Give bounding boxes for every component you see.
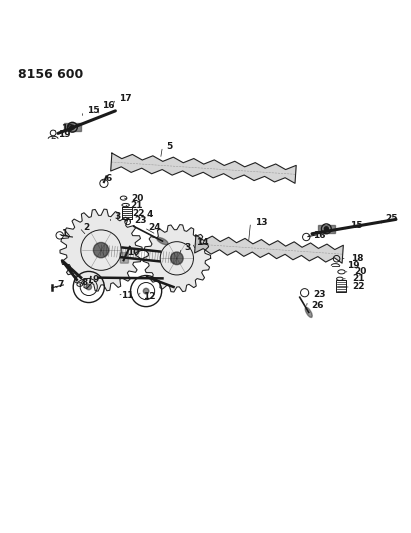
Text: 16: 16 [102,101,115,110]
Text: 12: 12 [143,292,155,301]
Text: 18: 18 [61,124,74,133]
Text: 19: 19 [58,130,71,139]
Text: 13: 13 [255,218,267,227]
Text: 6: 6 [105,174,111,182]
Text: 3: 3 [184,243,190,252]
Text: 26: 26 [311,301,323,310]
Text: 10: 10 [127,248,139,257]
Text: 2: 2 [83,223,90,232]
Text: 19: 19 [347,261,360,270]
Circle shape [93,243,109,258]
Text: 20: 20 [131,195,143,204]
Circle shape [324,227,328,231]
Text: 5: 5 [166,142,173,151]
Text: 24: 24 [148,223,161,232]
Text: 8156 600: 8156 600 [18,68,83,81]
FancyBboxPatch shape [64,123,81,131]
Text: 21: 21 [130,201,143,211]
Text: 15: 15 [87,107,99,115]
Text: 25: 25 [385,214,397,223]
Polygon shape [60,209,142,291]
FancyBboxPatch shape [120,253,129,263]
Polygon shape [195,235,343,263]
Text: 23: 23 [134,216,147,225]
Text: 22: 22 [133,209,145,218]
Text: 11: 11 [122,292,134,301]
Circle shape [171,252,183,264]
Polygon shape [143,224,211,292]
Text: 4: 4 [146,209,152,219]
Circle shape [86,284,92,290]
Text: 9: 9 [92,275,98,284]
Polygon shape [111,153,296,183]
Text: 18: 18 [351,254,363,263]
Text: 15: 15 [350,221,362,230]
FancyBboxPatch shape [318,225,335,233]
Text: 3: 3 [115,212,121,221]
Text: 17: 17 [120,94,132,103]
Circle shape [143,288,149,294]
Text: 22: 22 [352,282,365,292]
Text: 8: 8 [81,278,88,287]
Text: 23: 23 [313,290,326,299]
Ellipse shape [157,238,168,245]
Text: 14: 14 [196,238,209,247]
Ellipse shape [305,308,312,318]
Text: 16: 16 [313,231,326,240]
Circle shape [70,125,74,130]
Text: 21: 21 [352,274,365,283]
Text: 7: 7 [57,280,64,289]
Text: 20: 20 [354,268,366,276]
Text: 1: 1 [61,229,67,238]
